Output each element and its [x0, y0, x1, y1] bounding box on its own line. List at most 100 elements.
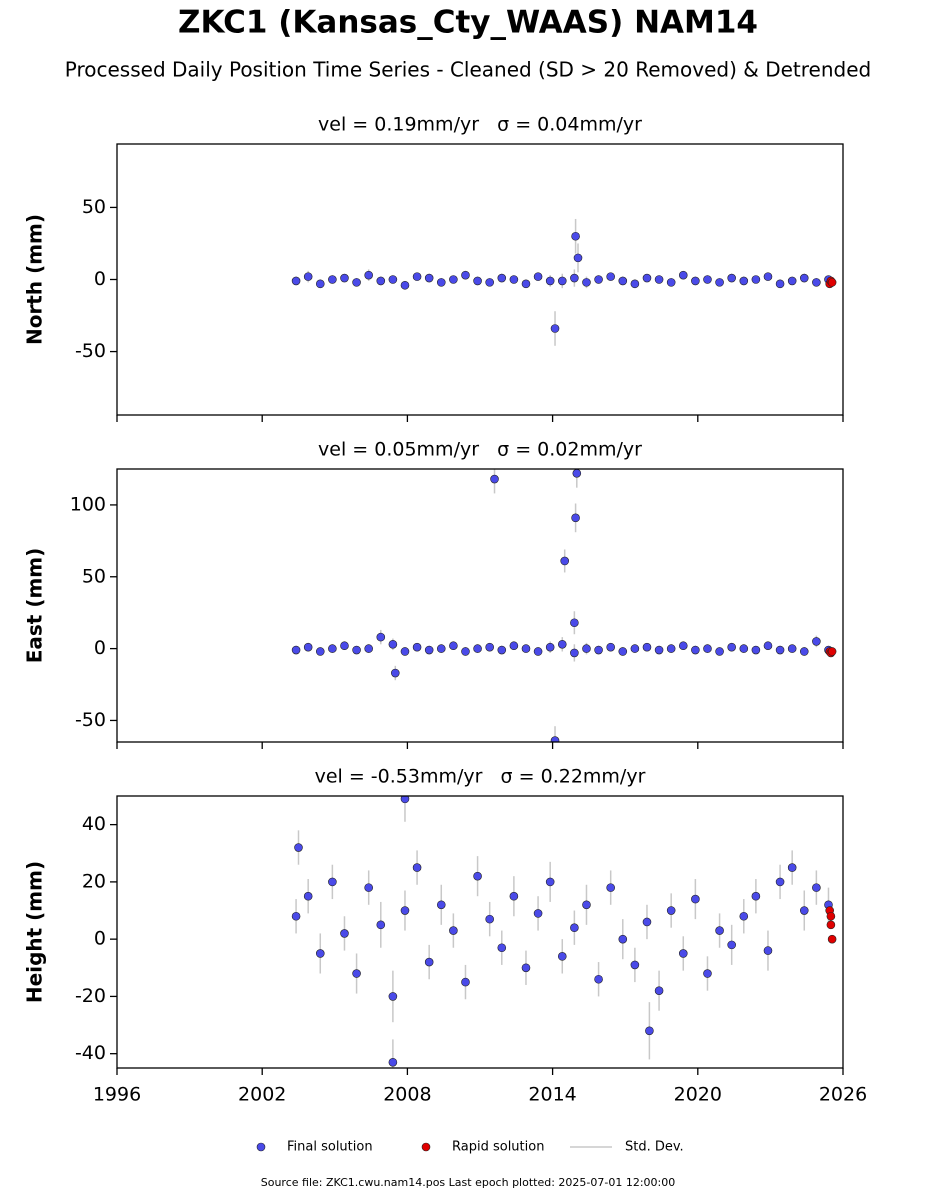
data-point — [424, 645, 434, 655]
data-point — [352, 278, 361, 287]
data-point — [364, 270, 373, 280]
y-tick-label: -50 — [75, 709, 106, 731]
data-point — [573, 253, 583, 263]
data-point — [691, 894, 700, 904]
data-point — [328, 877, 337, 887]
data-point — [751, 645, 761, 655]
data-point — [340, 641, 349, 651]
data-point — [570, 618, 579, 628]
data-point — [594, 974, 603, 984]
data-point — [473, 276, 482, 286]
y-axis-label: Height (mm) — [23, 861, 47, 1003]
data-point — [571, 231, 580, 241]
data-point — [654, 275, 664, 284]
data-point — [703, 275, 712, 284]
data-point — [775, 877, 785, 887]
data-point — [654, 986, 664, 995]
data-point — [606, 272, 615, 281]
data-point — [715, 926, 724, 935]
data-point — [812, 883, 821, 892]
data-point — [364, 883, 373, 892]
data-point — [570, 273, 579, 283]
x-tick-label: 2014 — [528, 1084, 576, 1106]
data-point — [557, 639, 567, 649]
data-point — [485, 914, 494, 924]
y-tick-label: 0 — [94, 637, 106, 659]
data-point — [485, 642, 494, 652]
data-point — [642, 642, 652, 652]
y-tick-label: 100 — [70, 493, 106, 515]
data-point — [291, 911, 301, 921]
data-point — [461, 270, 470, 280]
data-point — [509, 891, 519, 901]
data-point — [570, 648, 579, 658]
data-point — [630, 644, 640, 653]
data-point — [449, 275, 458, 284]
legend-marker — [421, 1142, 431, 1152]
data-point — [521, 963, 531, 973]
legend-marker — [256, 1142, 266, 1152]
data-point — [691, 276, 700, 286]
data-point — [388, 1057, 398, 1067]
data-point — [490, 474, 499, 484]
data-point — [388, 992, 398, 1001]
data-point — [727, 642, 736, 652]
x-tick-label: 2026 — [819, 1084, 867, 1106]
data-point — [582, 278, 591, 287]
data-point — [645, 1026, 654, 1036]
data-point — [376, 920, 386, 930]
y-tick-label: 50 — [82, 196, 106, 218]
data-point — [630, 960, 640, 970]
plot-area — [291, 796, 837, 1068]
data-point — [376, 632, 386, 642]
data-point — [449, 641, 458, 651]
data-point — [412, 642, 422, 652]
data-point — [376, 276, 386, 286]
data-point — [461, 977, 470, 987]
data-point — [328, 644, 337, 653]
data-point — [691, 645, 700, 655]
data-point — [739, 276, 749, 286]
y-tick-label: 0 — [94, 268, 106, 290]
data-point — [424, 957, 434, 967]
data-point — [412, 863, 422, 872]
data-point — [715, 647, 724, 656]
data-point — [485, 278, 494, 287]
data-point — [678, 641, 688, 651]
data-point — [497, 943, 507, 953]
data-point — [751, 891, 761, 901]
data-point — [827, 278, 837, 287]
data-point — [618, 647, 628, 656]
data-point — [827, 934, 837, 944]
data-point — [799, 273, 809, 283]
figure-title: ZKC1 (Kansas_Cty_WAAS) NAM14 — [178, 5, 758, 41]
data-point — [390, 668, 400, 678]
data-point — [400, 906, 410, 915]
data-point — [560, 556, 570, 566]
plot-area — [291, 218, 837, 346]
plot-area — [291, 469, 837, 742]
data-point — [666, 906, 676, 915]
y-axis-label: East (mm) — [23, 548, 47, 664]
data-point — [497, 645, 507, 655]
data-point — [550, 736, 560, 742]
y-tick-label: -20 — [75, 985, 106, 1007]
data-point — [533, 909, 543, 918]
data-point — [727, 273, 736, 283]
plot-frame — [116, 468, 844, 743]
data-point — [400, 280, 410, 290]
data-point — [571, 513, 580, 523]
data-point — [473, 644, 482, 653]
data-point — [775, 279, 785, 289]
data-point — [315, 279, 325, 289]
data-point — [572, 469, 582, 478]
data-point — [812, 637, 821, 646]
data-point — [727, 940, 736, 950]
data-point — [340, 929, 349, 938]
data-point — [291, 645, 301, 655]
plot-frame — [116, 143, 844, 416]
data-point — [739, 911, 749, 921]
data-point — [594, 275, 603, 284]
x-tick-label: 2002 — [238, 1084, 286, 1106]
data-point — [630, 279, 640, 289]
